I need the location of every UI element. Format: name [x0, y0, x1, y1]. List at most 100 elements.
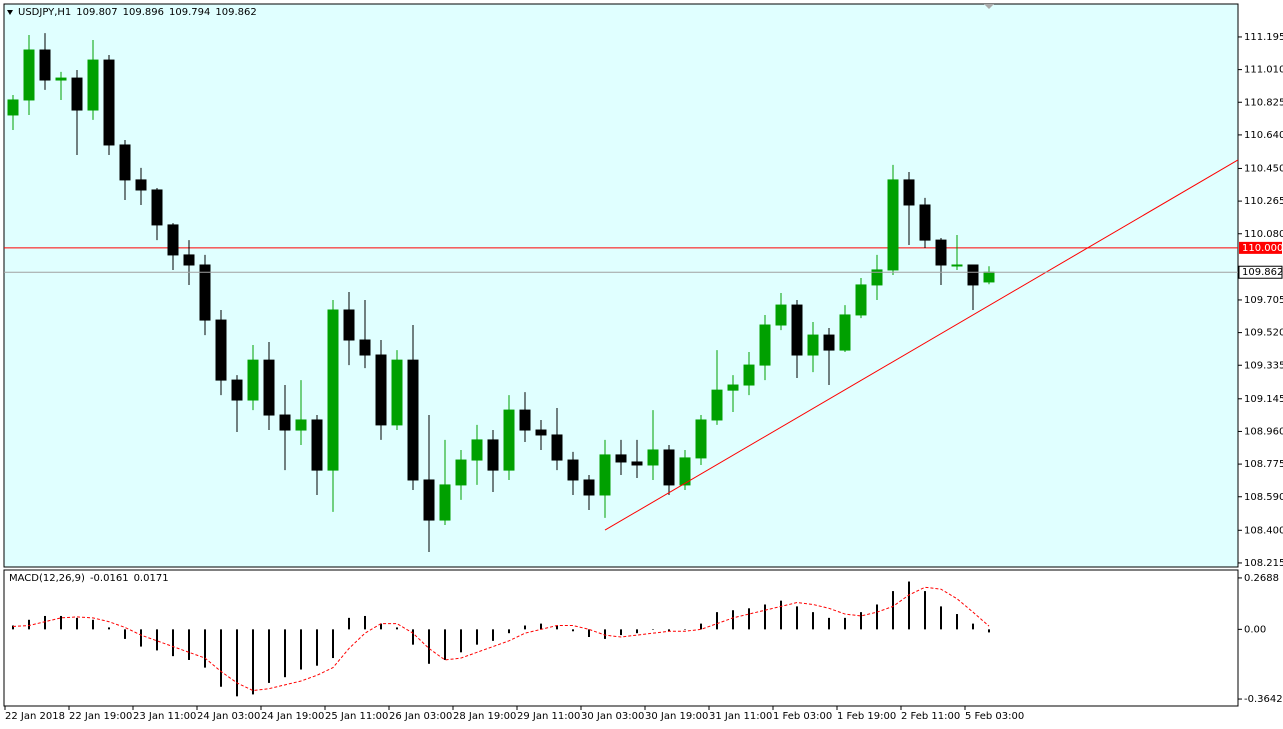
- price-label-box: [1238, 265, 1283, 279]
- candle-body: [711, 389, 723, 421]
- candle-body: [231, 379, 243, 401]
- symbol: USDJPY,H1: [18, 7, 71, 18]
- macd-bar: [332, 629, 334, 659]
- macd-bar: [44, 615, 46, 630]
- y-tick-label: 111.195: [1244, 32, 1283, 43]
- candle-body: [103, 59, 115, 146]
- macd-bar: [636, 629, 638, 634]
- y-tick-label: 108.775: [1244, 459, 1283, 470]
- candle-body: [503, 409, 515, 471]
- candle-body: [935, 239, 947, 266]
- indicator-name: MACD(12,26,9): [9, 573, 85, 584]
- macd-bar: [972, 623, 974, 630]
- candle-body: [871, 269, 883, 286]
- candle-body: [455, 459, 467, 486]
- x-tick-label: 31 Jan 11:00: [709, 711, 772, 722]
- menu-arrow[interactable]: [7, 10, 13, 15]
- chart-title: USDJPY,H1 109.807 109.896 109.794 109.862: [18, 7, 257, 18]
- macd-bar: [988, 629, 990, 633]
- level-label-box: [1239, 241, 1282, 254]
- macd-bar: [380, 623, 382, 630]
- y-tick-label: 0.00: [1244, 624, 1266, 635]
- candle-body: [343, 309, 355, 341]
- macd-panel: [3, 569, 1239, 707]
- candle-body: [215, 319, 227, 381]
- candle-body: [519, 409, 531, 431]
- macd-bar: [652, 629, 654, 630]
- macd-bar: [924, 591, 926, 630]
- macd-bar: [620, 629, 622, 636]
- candle-body: [951, 264, 963, 267]
- candle-body: [823, 334, 835, 351]
- macd-bar: [316, 629, 318, 666]
- candle-body: [23, 49, 35, 101]
- x-tick-label: 23 Jan 11:00: [133, 711, 196, 722]
- macd-bar: [188, 629, 190, 660]
- trend-line: [604, 159, 1239, 531]
- macd-bar: [556, 625, 558, 630]
- macd-bar: [764, 604, 766, 630]
- macd-bar: [796, 606, 798, 630]
- candle-body: [663, 449, 675, 486]
- macd-bar: [508, 629, 510, 634]
- macd-bar: [572, 629, 574, 632]
- macd-bar: [252, 629, 254, 695]
- candle-body: [327, 309, 339, 471]
- macd-bar: [940, 606, 942, 630]
- candle-body: [903, 179, 915, 206]
- x-tick-label: 5 Feb 03:00: [965, 711, 1024, 722]
- candle-body: [743, 364, 755, 386]
- candle-body: [167, 224, 179, 256]
- candle-body: [391, 359, 403, 426]
- x-tick-label: 1 Feb 19:00: [837, 711, 896, 722]
- candle-body: [359, 339, 371, 356]
- macd-bar: [684, 629, 686, 630]
- candle-body: [839, 314, 851, 351]
- candle-body: [551, 434, 563, 461]
- y-tick-label: 0.2688: [1244, 573, 1279, 584]
- macd-bar: [668, 629, 670, 632]
- y-tick-label: 110.080: [1244, 229, 1283, 240]
- x-tick-label: 1 Feb 03:00: [773, 711, 832, 722]
- x-tick-label: 24 Jan 19:00: [261, 711, 324, 722]
- candle-body: [423, 479, 435, 521]
- ohlc-value: 109.794: [169, 7, 210, 18]
- y-tick-label: 108.215: [1244, 558, 1283, 569]
- x-tick-label: 22 Jan 19:00: [69, 711, 132, 722]
- candle-body: [279, 414, 291, 431]
- candle-body: [119, 144, 131, 181]
- macd-bar: [92, 619, 94, 630]
- macd-bar: [956, 614, 958, 630]
- macd-bar: [860, 612, 862, 630]
- candle-body: [39, 49, 51, 81]
- level-label: 110.000: [1242, 243, 1283, 254]
- indicator-value: -0.0161: [90, 573, 129, 584]
- macd-bar: [844, 617, 846, 630]
- macd-bar: [396, 627, 398, 630]
- x-tick-label: 26 Jan 03:00: [389, 711, 452, 722]
- y-tick-label: 110.640: [1244, 130, 1283, 141]
- y-tick-label: 109.705: [1244, 295, 1283, 306]
- macd-bar: [12, 625, 14, 630]
- candle-body: [263, 359, 275, 416]
- candle-body: [647, 449, 659, 466]
- candle-body: [695, 419, 707, 459]
- macd-bar: [348, 617, 350, 630]
- candle-body: [535, 429, 547, 436]
- macd-bar: [732, 610, 734, 630]
- candle-body: [135, 179, 147, 191]
- candle-body: [759, 324, 771, 366]
- ohlc-value: 109.896: [123, 7, 164, 18]
- y-tick-label: 108.960: [1244, 426, 1283, 437]
- indicator-title: MACD(12,26,9) -0.0161 0.0171: [9, 573, 169, 584]
- macd-bar: [876, 604, 878, 630]
- macd-bar: [284, 629, 286, 678]
- macd-bar: [156, 629, 158, 651]
- x-tick-label: 2 Feb 11:00: [901, 711, 960, 722]
- candle-body: [439, 484, 451, 521]
- candle-body: [807, 334, 819, 356]
- macd-bar: [140, 629, 142, 647]
- candle-body: [727, 384, 739, 391]
- candle-body: [183, 254, 195, 266]
